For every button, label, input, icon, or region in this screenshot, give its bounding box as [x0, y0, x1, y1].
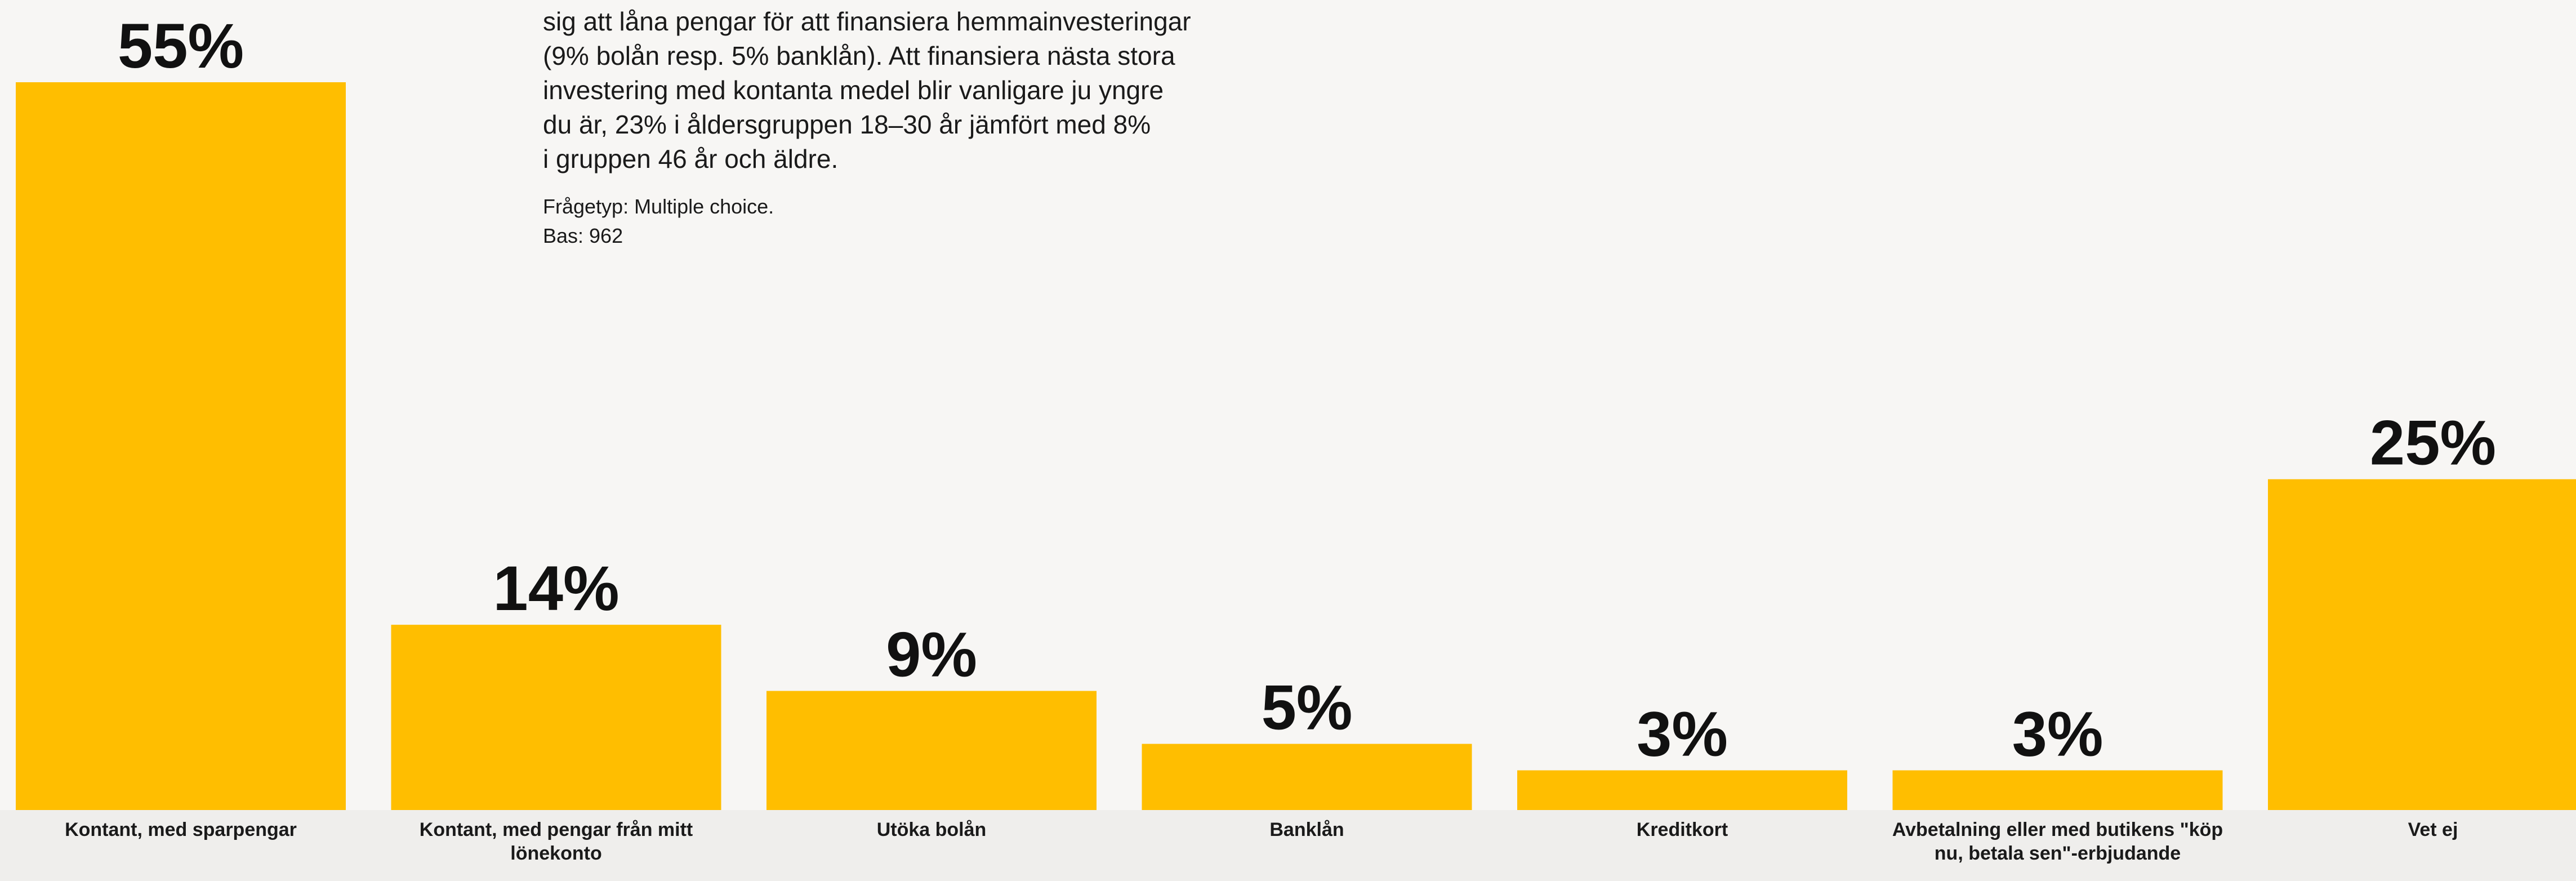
bar — [2268, 479, 2576, 810]
bars-group — [16, 82, 2576, 810]
value-labels-group: 55% 14% 9% 5% 3% 3% 25% — [118, 11, 2496, 769]
category-label-line: Utöka bolån — [877, 819, 987, 840]
category-label: Kreditkort — [1637, 819, 1728, 840]
question-type: Frågetyp: Multiple choice. — [543, 195, 774, 218]
category-label: Utöka bolån — [877, 819, 987, 840]
category-label-line: Banklån — [1269, 819, 1344, 840]
description-line: sig att låna pengar för att finansiera h… — [543, 7, 1191, 36]
base-count: Bas: 962 — [543, 224, 623, 247]
description-line: i gruppen 46 år och äldre. — [543, 144, 839, 173]
bar — [1142, 744, 1472, 810]
category-label-line: nu, betala sen"-erbjudande — [1935, 843, 2181, 864]
bar — [1517, 770, 1847, 810]
category-label: Avbetalning eller med butikens "köp nu, b… — [1892, 819, 2223, 864]
bar — [391, 625, 721, 810]
category-label: Kontant, med sparpengar — [65, 819, 297, 840]
description-line: investering med kontanta medel blir vanl… — [543, 75, 1164, 105]
bar-value-label: 9% — [886, 620, 977, 690]
bar-value-label: 25% — [2370, 408, 2496, 478]
bar-value-label: 3% — [1637, 699, 1728, 769]
category-labels-group: Kontant, med sparpengar Kontant, med peng… — [65, 819, 2458, 864]
description-text: sig att låna pengar för att finansiera h… — [543, 5, 1241, 251]
category-label-line: Kontant, med sparpengar — [65, 819, 297, 840]
bar-value-label: 5% — [1262, 673, 1353, 743]
bar — [766, 691, 1097, 810]
description-line: (9% bolån resp. 5% banklån). Att finansi… — [543, 41, 1175, 70]
bar-value-label: 14% — [493, 553, 619, 624]
category-label-line: lönekonto — [510, 843, 601, 864]
bar-value-label: 3% — [2012, 699, 2103, 769]
bar — [1892, 770, 2223, 810]
category-label-line: Avbetalning eller med butikens "köp — [1892, 819, 2223, 840]
category-label: Vet ej — [2408, 819, 2458, 840]
category-label-line: Vet ej — [2408, 819, 2458, 840]
description-line: du är, 23% i åldersgruppen 18–30 år jämf… — [543, 110, 1151, 139]
bar-value-label: 55% — [118, 11, 244, 81]
chart-meta: Frågetyp: Multiple choice. Bas: 962 — [543, 192, 1241, 251]
category-label-band — [0, 810, 2576, 881]
bar — [16, 82, 346, 810]
category-label: Kontant, med pengar från mitt lönekonto — [420, 819, 693, 864]
category-label: Banklån — [1269, 819, 1344, 840]
category-label-line: Kontant, med pengar från mitt — [420, 819, 693, 840]
category-label-line: Kreditkort — [1637, 819, 1728, 840]
